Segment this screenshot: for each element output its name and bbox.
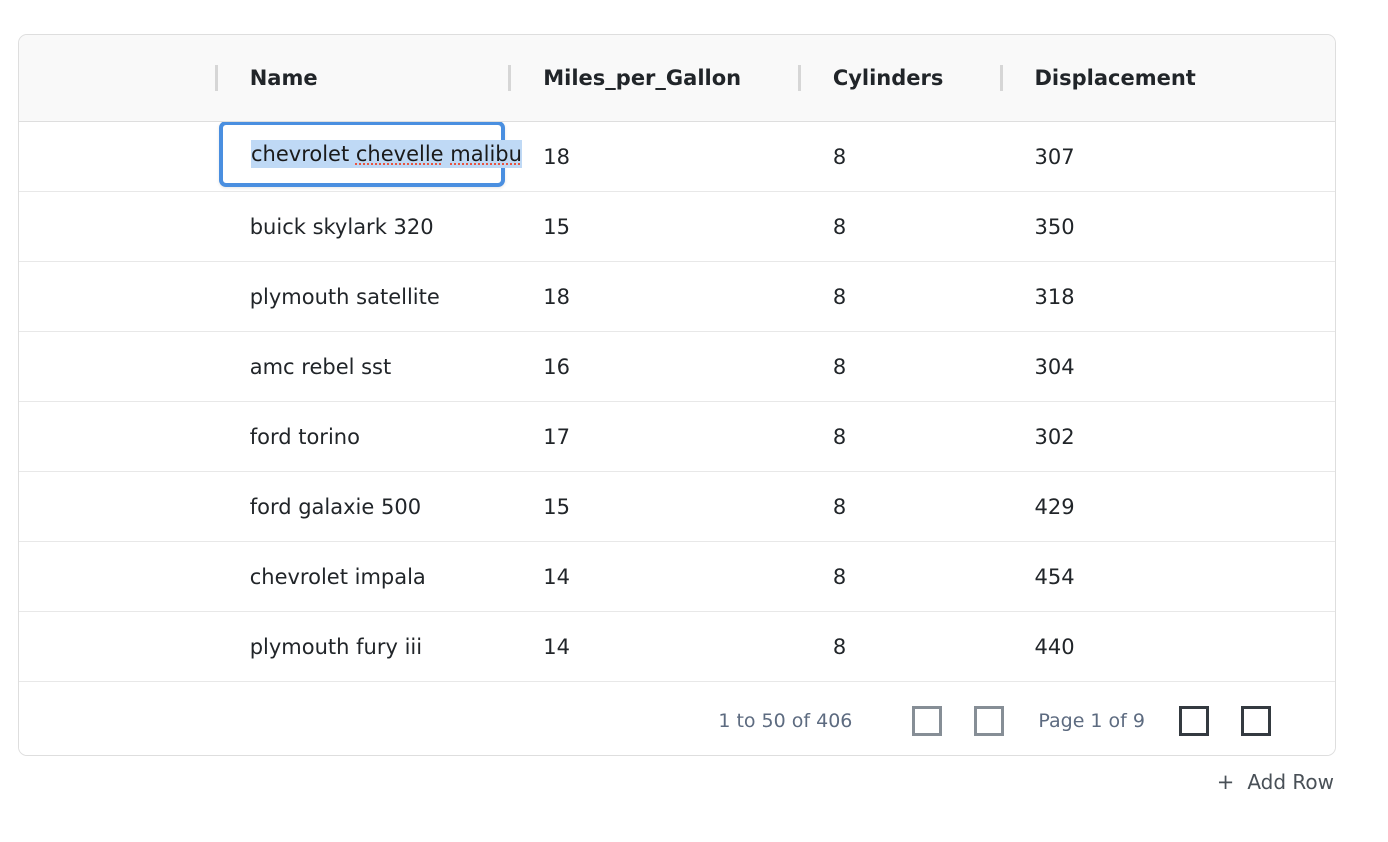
editor-segment-misspelled: chevelle xyxy=(355,141,444,166)
table-row[interactable]: plymouth fury iii 14 8 440 xyxy=(19,612,1335,682)
page-indicator: Page 1 of 9 xyxy=(1038,709,1145,732)
cell-miles-per-gallon[interactable]: 16 xyxy=(543,354,570,379)
previous-page-button[interactable] xyxy=(974,705,1005,736)
data-grid: Name Miles_per_Gallon Cylinders Displace… xyxy=(18,34,1336,756)
cell-miles-per-gallon[interactable]: 15 xyxy=(543,214,570,239)
cell-displacement[interactable]: 429 xyxy=(1034,494,1075,519)
cell-editor-input[interactable]: chevrolet chevelle malibu xyxy=(251,139,522,169)
add-row-label: Add Row xyxy=(1247,770,1334,794)
cell-displacement[interactable]: 454 xyxy=(1034,564,1075,589)
cell-cylinders[interactable]: 8 xyxy=(832,144,847,169)
table-row[interactable]: amc rebel sst 16 8 304 xyxy=(19,332,1335,402)
column-header-miles-per-gallon-label: Miles_per_Gallon xyxy=(543,66,742,90)
row-index-cell[interactable] xyxy=(19,332,215,401)
cell-displacement[interactable]: 307 xyxy=(1034,144,1075,169)
cell-name[interactable]: plymouth satellite xyxy=(249,284,440,309)
cell-cylinders[interactable]: 8 xyxy=(832,214,847,239)
row-range-summary: 1 to 50 of 406 xyxy=(718,709,853,732)
cell-cylinders[interactable]: 8 xyxy=(832,564,847,589)
cell-displacement[interactable]: 302 xyxy=(1034,424,1075,449)
cell-miles-per-gallon[interactable]: 14 xyxy=(543,634,570,659)
column-header-name[interactable]: Name xyxy=(214,35,509,121)
row-index-cell[interactable] xyxy=(19,612,215,681)
row-index-cell[interactable] xyxy=(19,192,215,261)
cell-cylinders[interactable]: 8 xyxy=(832,634,847,659)
column-header-cylinders[interactable]: Cylinders xyxy=(797,35,1000,121)
cell-cylinders[interactable]: 8 xyxy=(832,424,847,449)
cell-name[interactable]: amc rebel sst xyxy=(249,354,392,379)
table-row[interactable]: plymouth satellite 18 8 318 xyxy=(19,262,1335,332)
cell-name[interactable]: ford torino xyxy=(249,424,360,449)
column-header-displacement[interactable]: Displacement xyxy=(999,35,1335,121)
cell-displacement[interactable]: 304 xyxy=(1034,354,1075,379)
cell-name[interactable]: plymouth fury iii xyxy=(249,634,423,659)
grid-body: 18 8 307 chevrolet chevelle malibu buick… xyxy=(19,122,1335,686)
cell-name[interactable]: buick skylark 320 xyxy=(249,214,434,239)
column-resize-handle-name[interactable] xyxy=(214,65,218,91)
row-index-cell[interactable] xyxy=(19,402,215,471)
column-resize-handle-miles-per-gallon[interactable] xyxy=(508,65,512,91)
first-page-button[interactable] xyxy=(912,705,943,736)
row-index-cell[interactable] xyxy=(19,262,215,331)
row-index-cell[interactable] xyxy=(19,122,215,191)
cell-miles-per-gallon[interactable]: 15 xyxy=(543,494,570,519)
column-header-index[interactable] xyxy=(19,35,215,121)
last-page-button[interactable] xyxy=(1241,705,1271,736)
row-index-cell[interactable] xyxy=(19,472,215,541)
column-header-displacement-label: Displacement xyxy=(1034,66,1196,90)
cell-displacement[interactable]: 318 xyxy=(1034,284,1075,309)
cell-cylinders[interactable]: 8 xyxy=(832,494,847,519)
plus-icon: + xyxy=(1216,769,1235,794)
cell-name[interactable]: ford galaxie 500 xyxy=(249,494,422,519)
cell-cylinders[interactable]: 8 xyxy=(832,354,847,379)
cell-miles-per-gallon[interactable]: 18 xyxy=(543,284,570,309)
cell-cylinders[interactable]: 8 xyxy=(832,284,847,309)
cell-name[interactable]: chevrolet impala xyxy=(249,564,426,589)
grid-pagination-bar: 1 to 50 of 406 Page 1 of 9 xyxy=(19,686,1335,755)
table-row[interactable]: 18 8 307 chevrolet chevelle malibu xyxy=(19,122,1335,192)
column-resize-handle-displacement[interactable] xyxy=(999,65,1003,91)
add-row-button[interactable]: + Add Row xyxy=(1215,766,1336,798)
cell-miles-per-gallon[interactable]: 14 xyxy=(543,564,570,589)
cell-miles-per-gallon[interactable]: 18 xyxy=(543,144,570,169)
cell-displacement[interactable]: 350 xyxy=(1034,214,1075,239)
column-header-name-label: Name xyxy=(249,66,318,90)
editor-segment: chevrolet xyxy=(251,141,356,166)
table-row[interactable]: chevrolet impala 14 8 454 xyxy=(19,542,1335,612)
column-header-miles-per-gallon[interactable]: Miles_per_Gallon xyxy=(508,35,798,121)
next-page-button[interactable] xyxy=(1179,705,1209,736)
table-row[interactable]: ford galaxie 500 15 8 429 xyxy=(19,472,1335,542)
cell-displacement[interactable]: 440 xyxy=(1034,634,1075,659)
table-row[interactable]: ford torino 17 8 302 xyxy=(19,402,1335,472)
column-header-cylinders-label: Cylinders xyxy=(832,66,944,90)
grid-header-row: Name Miles_per_Gallon Cylinders Displace… xyxy=(19,35,1335,122)
table-row[interactable]: buick skylark 320 15 8 350 xyxy=(19,192,1335,262)
cell-miles-per-gallon[interactable]: 17 xyxy=(543,424,570,449)
column-resize-handle-cylinders[interactable] xyxy=(797,65,801,91)
cell-editor-name[interactable]: chevrolet chevelle malibu xyxy=(219,122,522,187)
row-index-cell[interactable] xyxy=(19,542,215,611)
editor-segment-misspelled: malibu xyxy=(450,141,522,166)
